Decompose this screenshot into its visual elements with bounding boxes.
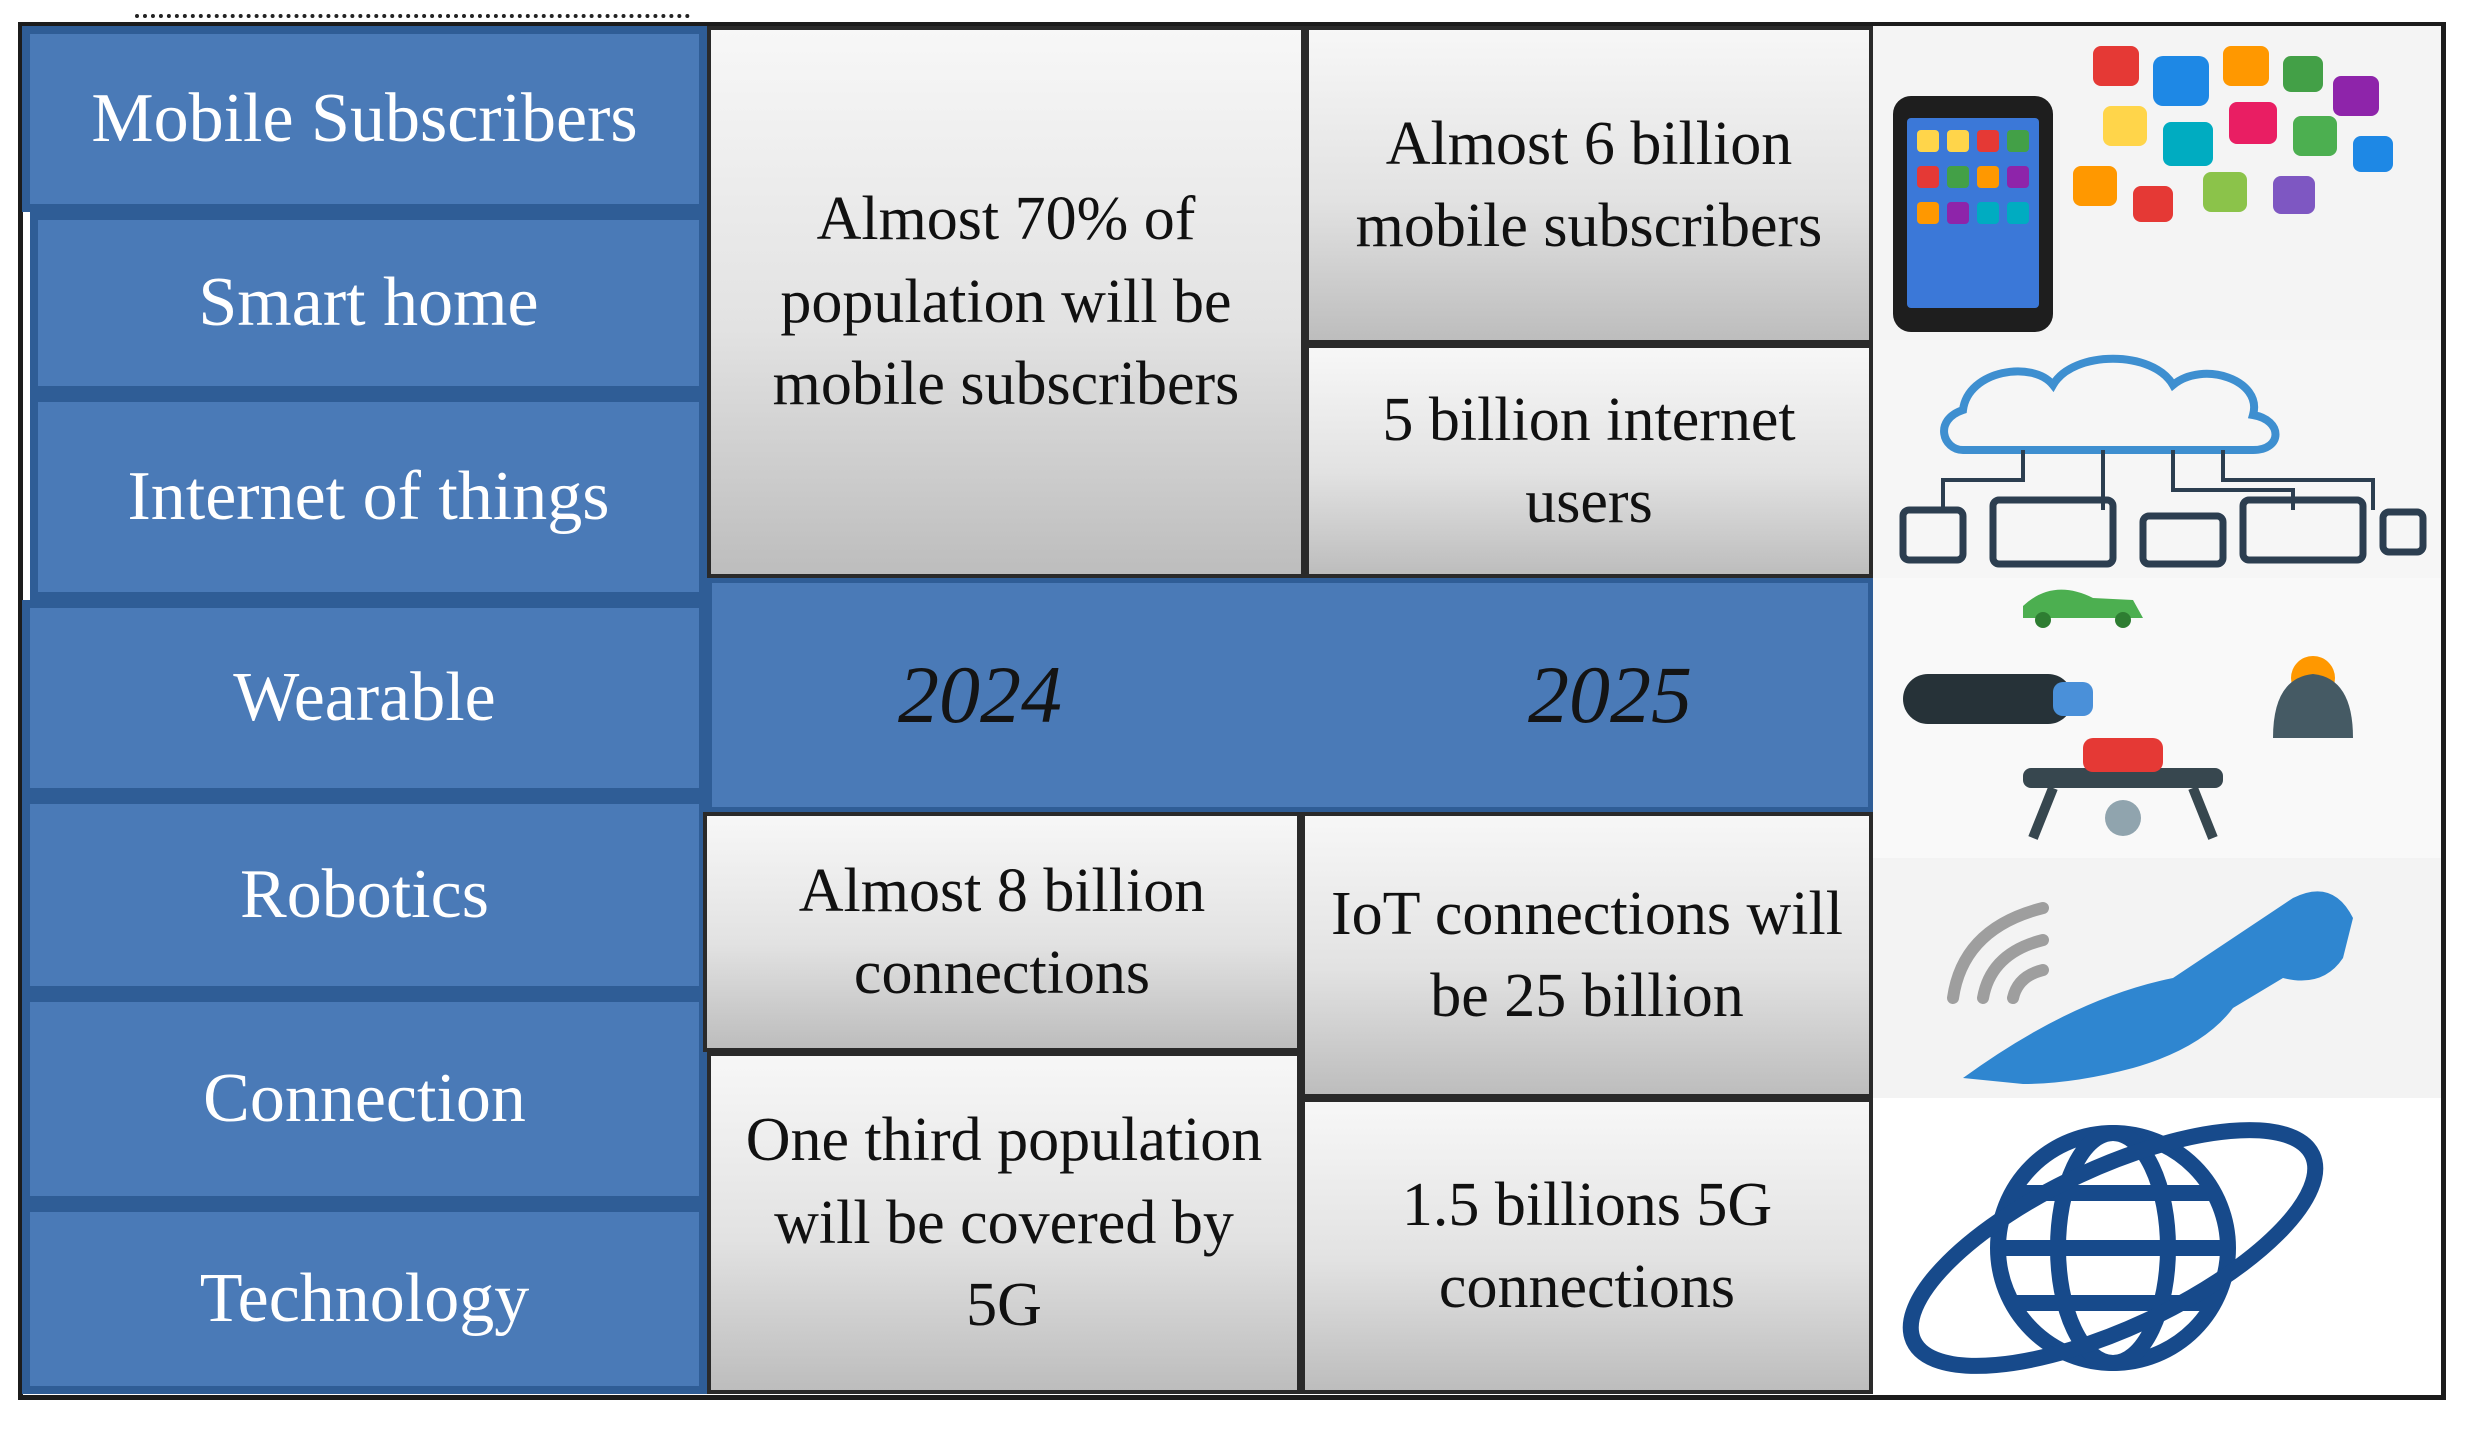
- category-label: Wearable: [233, 659, 496, 736]
- category-connection: Connection: [22, 994, 707, 1204]
- year-2025: 2025: [1528, 649, 1692, 740]
- fact-text: Almost 8 billion connections: [798, 856, 1206, 1007]
- year-2024: 2024: [898, 649, 1062, 740]
- fact-2024-connections: Almost 8 billion connections: [703, 812, 1301, 1052]
- category-label: Internet of things: [127, 458, 610, 535]
- smartphone-apps-icon: [1873, 26, 2441, 340]
- category-robotics: Robotics: [22, 796, 707, 994]
- fact-text: 1.5 billions 5G connections: [1401, 1170, 1773, 1321]
- fact-2024-mobile: Almost 70% of population will be mobile …: [707, 26, 1305, 578]
- fact-text: Almost 6 billion mobile subscribers: [1355, 109, 1823, 260]
- category-technology: Technology: [22, 1204, 707, 1394]
- category-wearable: Wearable: [22, 600, 707, 796]
- fact-2025-mobile: Almost 6 billion mobile subscribers: [1305, 26, 1873, 344]
- fact-2024-coverage: One third population will be covered by …: [707, 1052, 1301, 1394]
- phone-signal-icon: [1873, 858, 2441, 1098]
- wearables-robotics-icon: [1873, 578, 2441, 858]
- category-label: Mobile Subscribers: [91, 80, 638, 157]
- category-smart-home: Smart home: [30, 212, 707, 394]
- category-label: Technology: [199, 1260, 530, 1337]
- category-label: Connection: [203, 1060, 526, 1137]
- year-band: [707, 578, 1873, 812]
- fact-text: 5 billion internet users: [1382, 385, 1796, 536]
- fact-2025-internet: 5 billion internet users: [1305, 344, 1873, 578]
- fact-text: One third population will be covered by …: [745, 1106, 1263, 1340]
- category-label: Robotics: [240, 856, 489, 933]
- globe-icon: [1873, 1098, 2441, 1394]
- category-label: Smart home: [198, 264, 539, 341]
- category-internet-of-things: Internet of things: [30, 394, 707, 600]
- fact-text: IoT connections will be 25 billion: [1331, 879, 1843, 1030]
- cloud-devices-icon: [1873, 340, 2441, 578]
- fact-2025-5g: 1.5 billions 5G connections: [1301, 1098, 1873, 1394]
- category-mobile-subscribers: Mobile Subscribers: [22, 26, 707, 212]
- fact-text: Almost 70% of population will be mobile …: [772, 185, 1240, 419]
- top-dotted-rule: [135, 14, 690, 18]
- fact-2025-iot: IoT connections will be 25 billion: [1301, 812, 1873, 1098]
